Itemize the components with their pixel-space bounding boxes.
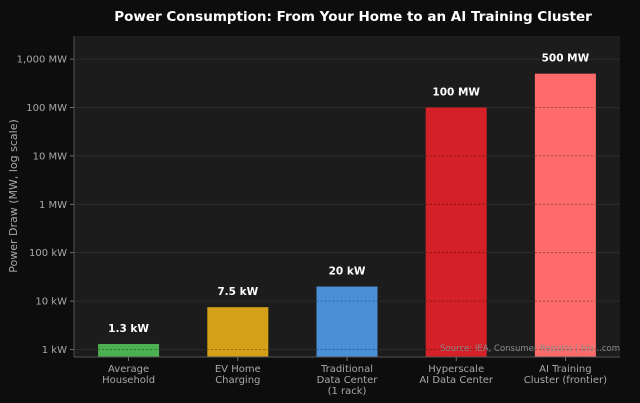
x-tick-label: Traditional [320, 364, 373, 375]
x-tick-label: Cluster (frontier) [524, 375, 607, 386]
bars [98, 73, 596, 358]
value-label: 500 MW [542, 53, 590, 65]
bar [534, 73, 596, 358]
value-label: 100 MW [432, 86, 480, 98]
y-tick-label: 1 kW [42, 345, 67, 356]
bar [316, 286, 378, 357]
value-label: 20 kW [329, 266, 366, 278]
source-note: Source: IEA, Consumer Reports | bio...co… [440, 344, 620, 354]
value-label: 1.3 kW [108, 323, 149, 335]
bar [207, 307, 269, 357]
x-tick-label: AI Data Center [419, 375, 494, 386]
y-tick-label: 100 MW [26, 103, 67, 114]
y-tick-label: 10 MW [33, 151, 68, 162]
x-tick-label: AI Training [539, 364, 591, 375]
value-labels: 1.3 kW 7.5 kW 20 kW 100 MW 500 MW [108, 53, 589, 335]
x-tick-label: Charging [215, 375, 260, 386]
chart-title: Power Consumption: From Your Home to an … [114, 9, 592, 25]
x-tick-label: Household [102, 375, 155, 386]
y-axis-label: Power Draw (MW, log scale) [7, 119, 20, 273]
x-tick-label: Hyperscale [428, 364, 484, 375]
x-tick-label: EV Home [215, 364, 261, 375]
value-label: 7.5 kW [217, 286, 258, 298]
y-tick-label: 1 MW [39, 200, 67, 211]
x-tick-label: (1 rack) [328, 386, 367, 397]
y-tick-label: 10 kW [35, 297, 67, 308]
bar [425, 107, 487, 358]
y-tick-label: 1,000 MW [17, 55, 67, 66]
y-tick-label: 100 kW [29, 248, 67, 259]
grid-lines [74, 58, 620, 350]
x-tick-label: Data Center [317, 375, 379, 386]
bar [98, 343, 160, 357]
y-axis-ticks: 1 kW 10 kW 100 kW 1 MW 10 MW 100 MW 1,000 MW [17, 36, 75, 357]
x-tick-label: Average [108, 364, 149, 375]
